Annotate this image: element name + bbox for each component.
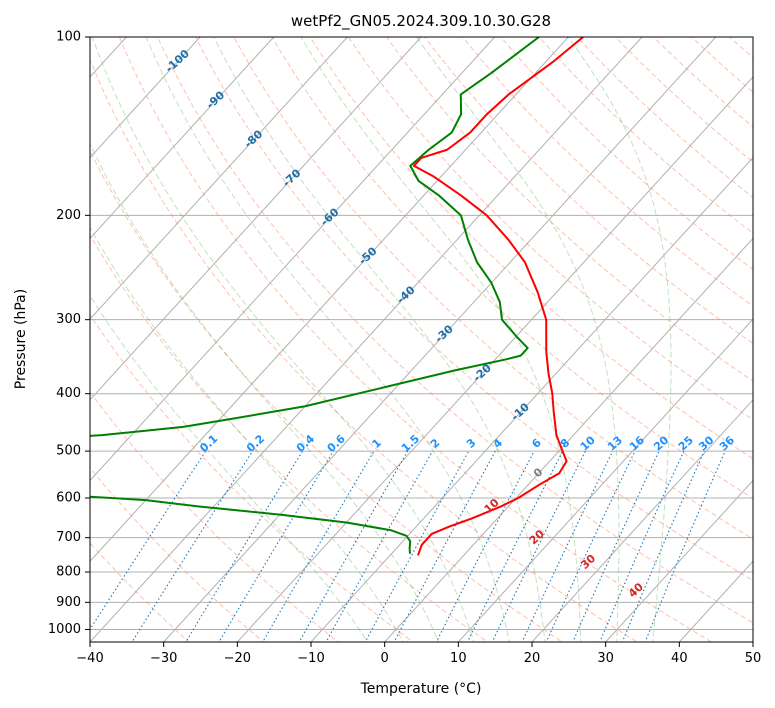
isotherm-gridline [90,37,201,159]
isotherm-gridline [90,37,570,563]
dry-adiabat [233,37,753,540]
moist-adiabat [91,37,475,642]
moist-adiabat [300,37,582,642]
y-tick-label: 1000 [48,622,81,637]
temperature-profile-line [413,37,584,556]
isotherm-gridline [90,37,275,240]
isotherm-gridline [0,10,77,654]
isotherm-gridline [383,237,753,642]
isotherm-gridline [457,318,753,642]
moist-adiabat [90,226,404,642]
dry-adiabat [424,37,753,344]
isotherm-gridline [90,37,643,642]
y-tick-label: 500 [56,444,81,459]
dry-adiabat [500,37,753,270]
plot-background [90,37,753,642]
x-axis-label: Temperature (°C) [360,681,482,697]
x-tick-label: −20 [224,651,251,666]
x-tick-label: 50 [745,651,762,666]
y-tick-label: 900 [56,595,81,610]
mixing-ratio-line [364,450,470,642]
isotherm-gridline [90,37,496,482]
isotherm-gridlines [0,10,753,654]
dry-adiabat [385,37,753,382]
isotherm-gridline [90,37,422,401]
mixing-ratio-line [572,450,660,642]
moist-adiabat [213,37,546,642]
mixing-ratio-line [90,450,207,631]
x-tick-label: 40 [671,651,688,666]
y-tick-label: 200 [56,208,81,223]
y-tick-label: 700 [56,530,81,545]
y-tick-label: 400 [56,386,81,401]
x-tick-label: 30 [597,651,614,666]
x-tick-label: 10 [450,651,467,666]
mixing-ratio-line [262,450,375,642]
x-tick-label: −10 [297,651,324,666]
x-tick-label: 0 [381,651,389,666]
moist-adiabat [415,37,620,642]
mixing-ratio-line [644,450,726,642]
y-tick-label: 300 [56,312,81,327]
moist-adiabat [145,37,510,642]
moist-adiabat [90,142,440,642]
mixing-ratio-lines [90,450,726,642]
mixing-ratio-line [131,450,254,642]
isotherm-gridline [310,156,753,642]
y-tick-label: 800 [56,565,81,580]
plot-frame [89,36,754,643]
x-tick-label: 20 [524,651,541,666]
x-axis: −40 −30 −20 −10 0 10 20 30 40 50 [76,642,761,666]
y-axis-label: Pressure (hPa) [13,289,29,389]
mixing-ratio-line [218,450,334,642]
isotherm-gridline [236,76,753,642]
dry-adiabat [90,234,489,642]
chart-title: wetPf2_GN05.2024.309.10.30.G28 [291,12,551,31]
isotherm-gridline [162,37,717,642]
dry-adiabat [347,37,753,421]
x-tick-label: −30 [150,651,177,666]
mixing-ratio-line [393,450,496,642]
dry-adiabat [614,37,753,163]
mixing-ratio-line [298,450,409,642]
mixing-ratio-line [491,450,586,642]
moist-adiabat [90,294,369,642]
mixing-ratio-line [325,450,434,642]
plot-content [0,10,753,654]
sounding-series [90,37,584,556]
dry-adiabats [90,37,753,642]
mixing-ratio-line [521,450,614,642]
y-tick-label: 100 [56,30,81,45]
isotherm-gridline [90,37,349,320]
y-tick-label: 600 [56,491,81,506]
dry-adiabat [90,149,564,642]
dry-adiabat [90,542,190,642]
mixing-ratio-line [621,450,705,642]
y-axis: 100 200 300 400 500 600 700 800 900 1000 [48,30,90,637]
dry-adiabat [652,37,753,128]
dry-adiabat [118,37,713,642]
dry-adiabat [90,314,414,642]
isotherm-gridline [531,399,753,642]
dewpoint-profile-line [90,37,540,554]
mixing-ratio-line [599,450,685,642]
mixing-ratio-line [185,450,304,642]
x-tick-label: −40 [76,651,103,666]
dry-adiabat [90,58,638,642]
isotherm-gridline [604,479,753,642]
dry-adiabat [271,37,753,500]
